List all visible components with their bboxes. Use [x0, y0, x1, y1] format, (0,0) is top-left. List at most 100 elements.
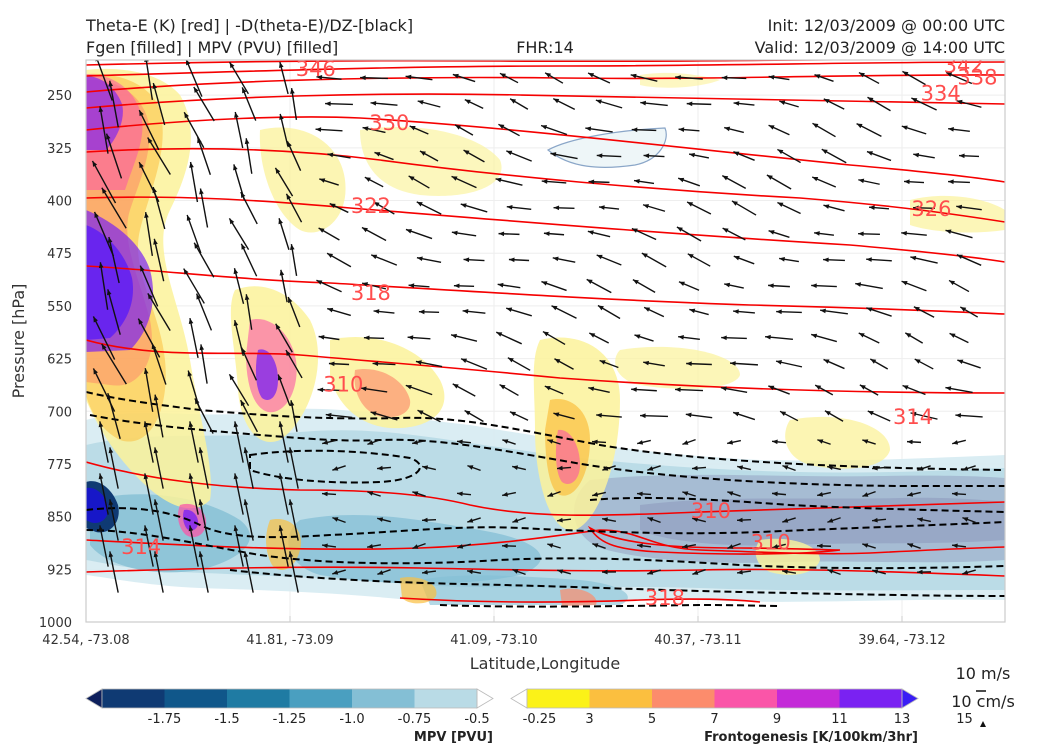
mpv-small-region — [546, 127, 667, 168]
contour-label: 342 — [944, 54, 984, 78]
wind-arrow — [193, 242, 215, 278]
wind-arrow — [315, 127, 343, 132]
wind-arrow — [153, 394, 164, 438]
wind-arrow — [193, 86, 215, 122]
y-tick-label: 250 — [47, 89, 72, 104]
wind-arrow — [233, 421, 244, 463]
wind-arrow — [456, 439, 472, 445]
wind-arrow — [643, 306, 665, 318]
wind-arrow — [640, 100, 668, 107]
wind-arrow — [153, 238, 165, 282]
colorbar-swatch — [714, 689, 778, 708]
y-axis-label: Pressure [hPa] — [9, 284, 28, 399]
wind-arrow — [678, 127, 700, 132]
vector-reference-vertical: 10 cm/s — [951, 692, 1015, 711]
wind-arrow — [727, 542, 741, 550]
wind-arrow — [244, 138, 253, 174]
wind-arrow — [152, 186, 166, 230]
wind-arrow — [151, 343, 167, 385]
wind-arrow — [733, 309, 755, 314]
wind-arrow — [512, 517, 526, 523]
wind-arrow — [592, 543, 606, 549]
wind-arrow — [776, 309, 802, 315]
wind-arrow — [316, 75, 342, 80]
wind-arrow — [373, 201, 395, 215]
wind-arrow — [543, 231, 565, 236]
plot-frame — [85, 59, 1006, 623]
wind-arrow — [871, 517, 887, 523]
wind-arrow — [544, 385, 564, 395]
wind-arrow — [858, 178, 880, 185]
wind-arrow — [765, 334, 793, 340]
wind-arrow — [641, 252, 667, 268]
wind-arrow — [956, 204, 982, 211]
wind-arrow — [732, 411, 756, 421]
x-tick-label: 41.09, -73.10 — [450, 633, 537, 648]
wind-arrow — [855, 282, 883, 290]
wind-arrow — [463, 149, 485, 163]
frontogenesis-colorbar-title: Frontogenesis [K/100km/3hr] — [704, 730, 918, 745]
wind-arrow — [329, 202, 349, 214]
wind-arrow — [862, 490, 876, 498]
wind-arrow — [286, 141, 302, 171]
wind-arrow — [779, 410, 799, 422]
wind-arrow — [106, 289, 121, 335]
wind-arrow — [731, 200, 757, 216]
wind-arrow — [290, 87, 298, 121]
contour-label: 318 — [351, 281, 391, 305]
wind-arrow — [512, 568, 526, 576]
wind-arrow — [685, 412, 713, 419]
wind-arrow — [588, 386, 610, 393]
wind-arrow — [188, 473, 199, 515]
wind-arrow — [630, 73, 658, 82]
wind-arrow — [362, 126, 386, 134]
wind-arrow — [914, 358, 934, 370]
wind-arrow — [945, 71, 973, 85]
wind-arrow — [867, 410, 891, 422]
wind-arrow — [188, 421, 199, 463]
wind-arrow — [682, 491, 696, 497]
wind-arrow — [509, 98, 529, 110]
wind-arrow — [691, 465, 707, 471]
wind-arrow — [727, 491, 741, 497]
wind-arrow — [587, 230, 611, 238]
wind-arrow — [727, 439, 741, 445]
wind-arrow — [544, 72, 564, 84]
wind-arrow — [318, 334, 340, 341]
wind-arrow — [637, 439, 651, 445]
wind-arrow — [456, 491, 472, 497]
wind-arrow — [512, 465, 526, 471]
wind-arrow — [547, 490, 561, 498]
wind-arrow — [321, 491, 337, 497]
contour-label: 346 — [296, 57, 336, 81]
wind-arrow — [675, 387, 703, 392]
wind-arrow — [733, 101, 755, 106]
wind-arrow — [279, 113, 289, 147]
wind-arrow — [948, 279, 970, 293]
wind-arrow — [147, 137, 171, 175]
colorbar-tick-label: -1.75 — [148, 712, 182, 727]
wind-arrow — [195, 293, 213, 331]
wind-arrow — [466, 569, 482, 575]
wind-arrow — [779, 100, 799, 108]
wind-arrow — [556, 465, 572, 471]
contour-label: 310 — [751, 531, 791, 555]
wind-arrow — [107, 236, 120, 284]
contour-label: 310 — [323, 373, 363, 397]
wind-arrow — [910, 255, 938, 264]
wind-arrow — [278, 218, 290, 250]
colorbar-swatch — [227, 689, 290, 708]
wind-arrow — [587, 72, 611, 84]
colorbar-swatch — [164, 689, 228, 708]
wind-arrow — [810, 333, 838, 343]
wind-arrow — [862, 543, 876, 549]
wind-arrow — [412, 439, 426, 445]
wind-arrow — [542, 330, 566, 346]
wind-arrow — [721, 335, 747, 341]
wind-arrow — [502, 491, 516, 497]
wind-arrow — [417, 409, 441, 423]
wind-arrow — [956, 99, 982, 108]
wind-arrow — [451, 175, 477, 189]
